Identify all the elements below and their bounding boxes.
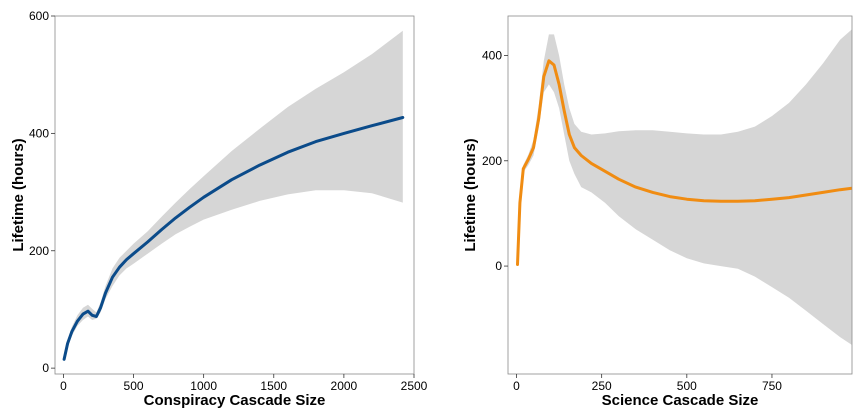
science-x-tick-label: 500 — [677, 379, 697, 393]
conspiracy-fit-line — [62, 116, 405, 361]
conspiracy-y-tick-label: 0 — [42, 361, 49, 375]
conspiracy-y-tick-label: 200 — [29, 244, 49, 258]
science-x-tick-label: 250 — [592, 379, 612, 393]
science-fit-line — [516, 59, 852, 266]
science-y-tick-label: 0 — [495, 259, 502, 273]
conspiracy-panel: 0 500 1000 1500 2000 2500 0 200 400 600 Conspiracy… — [10, 9, 428, 408]
conspiracy-x-tick-label: 0 — [60, 379, 67, 393]
science-panel: 0 250 500 750 0 200 400 Science Cascade Size Lif… — [462, 15, 853, 408]
science-confidence-band — [517, 29, 852, 345]
conspiracy-plot-frame — [54, 15, 415, 375]
conspiracy-x-tick-label: 2500 — [401, 379, 428, 393]
science-plot-frame — [507, 15, 853, 375]
conspiracy-x-tick-label: 2000 — [331, 379, 358, 393]
conspiracy-plot-area — [62, 30, 405, 362]
science-y-axis-title: Lifetime (hours) — [462, 138, 479, 251]
conspiracy-x-tick-label: 1500 — [260, 379, 287, 393]
conspiracy-x-tick-label: 1000 — [190, 379, 217, 393]
science-x-axis-title: Science Cascade Size — [602, 392, 759, 408]
conspiracy-y-axis-title: Lifetime (hours) — [10, 138, 27, 251]
science-x-tick-label: 0 — [513, 379, 520, 393]
conspiracy-y-tick-label: 400 — [29, 126, 49, 140]
conspiracy-confidence-band — [64, 30, 403, 362]
science-y-tick-label: 400 — [482, 48, 502, 62]
conspiracy-x-tick-label: 500 — [124, 379, 144, 393]
conspiracy-y-tick-label: 600 — [29, 9, 49, 23]
science-x-tick-label: 750 — [762, 379, 782, 393]
science-plot-area — [516, 29, 852, 345]
conspiracy-x-axis-title: Conspiracy Cascade Size — [144, 392, 326, 408]
science-y-tick-label: 200 — [482, 154, 502, 168]
